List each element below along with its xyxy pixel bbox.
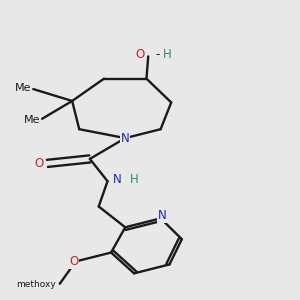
Text: Me: Me (15, 83, 31, 93)
Text: N: N (121, 132, 130, 145)
Text: O: O (69, 255, 79, 268)
Text: -: - (155, 48, 159, 62)
Text: Me: Me (24, 115, 40, 125)
Text: methoxy: methoxy (16, 280, 56, 289)
Text: H: H (162, 48, 171, 62)
Text: O: O (135, 48, 145, 62)
Text: H: H (130, 173, 139, 186)
Text: N: N (158, 209, 167, 222)
Text: N: N (113, 173, 122, 186)
Text: O: O (34, 157, 44, 170)
